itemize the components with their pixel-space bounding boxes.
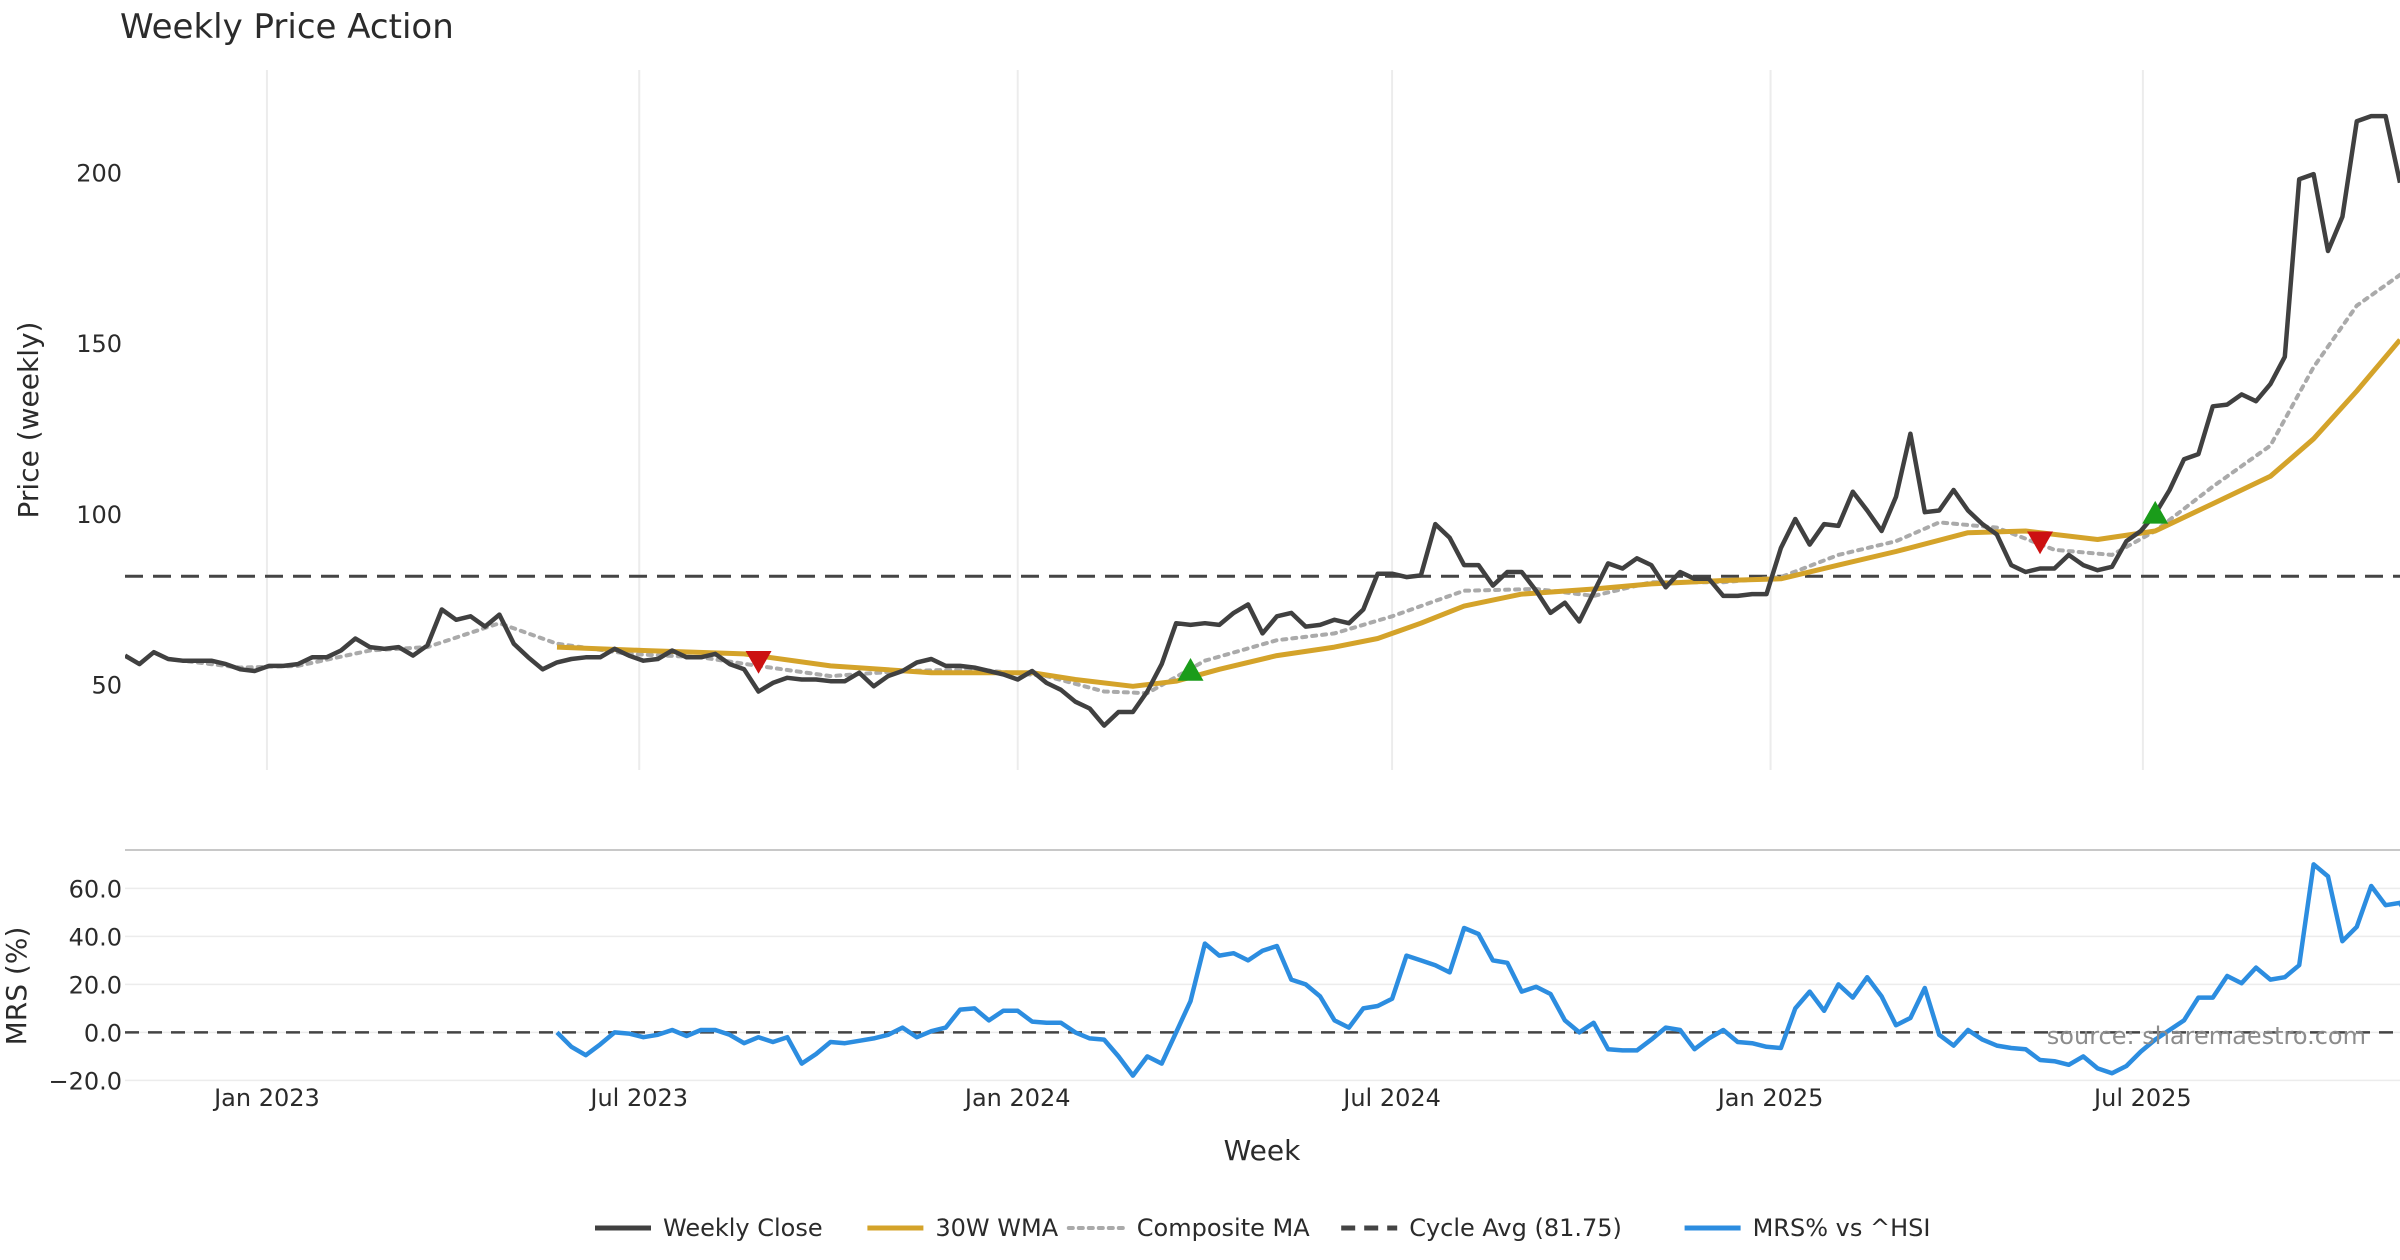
mrs-line: [555, 862, 2400, 1078]
legend-label-cycle: Cycle Avg (81.75): [1409, 1214, 1622, 1242]
legend: Weekly Close 30W WMA Composite MA Cycle Avg…: [595, 1214, 1930, 1242]
price-y-tick-label: 50: [91, 672, 122, 700]
price-y-axis-label: Price (weekly): [12, 322, 45, 519]
mrs-y-ticks: −20.0 0.0 20.0 40.0 60.0: [48, 875, 122, 1095]
price-y-tick-label: 100: [76, 501, 122, 529]
price-y-ticks: 50 100 150 200: [76, 159, 122, 699]
x-tick-label: Jan 2023: [212, 1084, 320, 1112]
sell-signal-marker: [2027, 531, 2054, 555]
legend-label-close: Weekly Close: [663, 1214, 823, 1242]
x-tick-label: Jul 2025: [2092, 1084, 2192, 1112]
source-watermark: source: sharemaestro.com: [2047, 1022, 2366, 1050]
mrs-y-tick-label: 60.0: [69, 875, 122, 903]
mrs-y-axis-label: MRS (%): [0, 927, 33, 1046]
wma-30w-line: [556, 338, 2400, 689]
mrs-y-tick-label: 20.0: [69, 971, 122, 999]
price-y-tick-label: 200: [76, 159, 122, 187]
x-tick-label: Jul 2024: [1341, 1084, 1441, 1112]
legend-label-mrs: MRS% vs ^HSI: [1753, 1214, 1931, 1242]
x-tick-label: Jul 2023: [588, 1084, 688, 1112]
mrs-y-tick-label: 40.0: [69, 923, 122, 951]
legend-label-composite: Composite MA: [1137, 1214, 1310, 1242]
x-ticks: Jan 2023 Jul 2023 Jan 2024 Jul 2024 Jan 2025…: [212, 1084, 2192, 1112]
x-tick-label: Jan 2024: [963, 1084, 1071, 1112]
legend-label-wma: 30W WMA: [935, 1214, 1058, 1242]
buy-signal-marker: [2142, 500, 2169, 524]
x-axis-label: Week: [1224, 1134, 1301, 1167]
x-tick-label: Jan 2025: [1716, 1084, 1824, 1112]
mrs-y-tick-label: −20.0: [48, 1067, 122, 1095]
mrs-grid: [125, 887, 2400, 1082]
price-y-tick-label: 150: [76, 330, 122, 358]
price-grid: [265, 70, 2144, 770]
sell-signal-marker: [745, 650, 772, 674]
signal-markers: [745, 500, 2169, 681]
weekly-close-line: [125, 113, 2400, 728]
chart-title: Weekly Price Action: [120, 7, 454, 47]
mrs-y-tick-label: 0.0: [84, 1019, 122, 1047]
composite-ma-line: [166, 272, 2400, 696]
buy-signal-marker: [1177, 657, 1204, 681]
